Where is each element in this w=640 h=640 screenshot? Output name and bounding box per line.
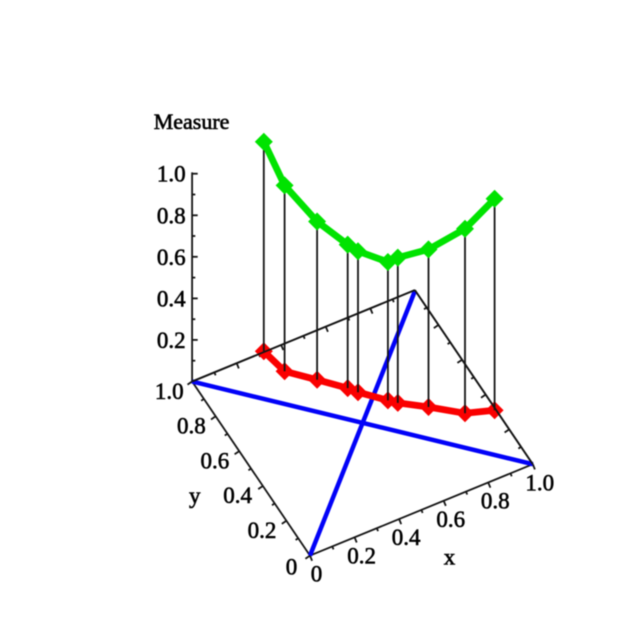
svg-text:0: 0 [311,561,323,586]
svg-text:1.0: 1.0 [155,379,184,404]
svg-text:0: 0 [286,555,298,580]
svg-text:0.6: 0.6 [200,448,229,473]
svg-text:x: x [444,544,456,569]
svg-text:0.4: 0.4 [157,286,186,311]
svg-text:0.8: 0.8 [177,413,206,438]
svg-text:0.6: 0.6 [157,245,186,270]
svg-text:y: y [189,483,201,508]
svg-text:0.2: 0.2 [248,518,277,543]
svg-text:0.2: 0.2 [157,328,186,353]
svg-text:0.6: 0.6 [436,507,465,532]
svg-text:0.8: 0.8 [157,203,186,228]
svg-text:Measure: Measure [154,109,230,134]
svg-text:0.8: 0.8 [481,489,510,514]
svg-text:0.2: 0.2 [347,543,376,568]
svg-text:0.4: 0.4 [392,525,421,550]
svg-text:1.0: 1.0 [157,162,186,187]
svg-text:0.4: 0.4 [223,483,252,508]
svg-text:1.0: 1.0 [525,470,554,495]
